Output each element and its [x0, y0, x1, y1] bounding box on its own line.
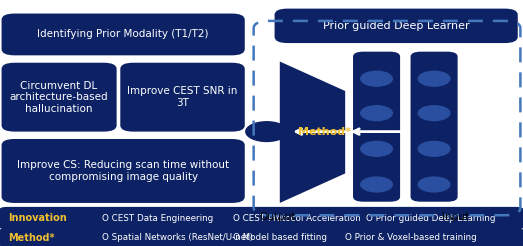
Text: O Prior guided Deep Learning: O Prior guided Deep Learning	[366, 214, 496, 223]
Text: Method*: Method*	[298, 127, 351, 137]
FancyBboxPatch shape	[120, 63, 245, 132]
Polygon shape	[280, 62, 345, 203]
FancyBboxPatch shape	[353, 52, 400, 202]
Text: Prior guided Deep Learner: Prior guided Deep Learner	[323, 21, 470, 31]
Circle shape	[361, 106, 392, 121]
Text: Input: Input	[441, 212, 469, 222]
Circle shape	[361, 177, 392, 192]
Text: Improve CS: Reducing scan time without
compromising image quality: Improve CS: Reducing scan time without c…	[17, 160, 229, 182]
FancyBboxPatch shape	[2, 139, 245, 203]
Circle shape	[246, 122, 288, 141]
Text: O Model based fitting: O Model based fitting	[233, 233, 327, 242]
Text: Identifying Prior Modality (T1/T2): Identifying Prior Modality (T1/T2)	[38, 30, 209, 39]
Text: Improve CEST SNR in
3T: Improve CEST SNR in 3T	[127, 86, 238, 108]
Circle shape	[361, 71, 392, 86]
Circle shape	[418, 71, 450, 86]
Circle shape	[418, 177, 450, 192]
Circle shape	[361, 141, 392, 156]
Text: Method*: Method*	[8, 233, 54, 243]
Text: O Prior & Voxel-based training: O Prior & Voxel-based training	[345, 233, 477, 242]
Text: Circumvent DL
architecture-based
hallucination: Circumvent DL architecture-based halluci…	[10, 81, 108, 114]
Text: O CEST Data Engineering: O CEST Data Engineering	[102, 214, 213, 223]
FancyBboxPatch shape	[411, 52, 458, 202]
FancyBboxPatch shape	[0, 207, 523, 230]
Text: Innovation: Innovation	[8, 213, 66, 223]
FancyBboxPatch shape	[275, 9, 518, 43]
Text: Output: Output	[259, 212, 295, 222]
FancyBboxPatch shape	[0, 228, 523, 246]
FancyBboxPatch shape	[2, 63, 117, 132]
Text: O CEST Protocol Acceleration: O CEST Protocol Acceleration	[233, 214, 360, 223]
Circle shape	[418, 106, 450, 121]
Text: O Spatial Networks (ResNet/U-net): O Spatial Networks (ResNet/U-net)	[102, 233, 253, 242]
FancyBboxPatch shape	[2, 14, 245, 55]
Circle shape	[418, 141, 450, 156]
